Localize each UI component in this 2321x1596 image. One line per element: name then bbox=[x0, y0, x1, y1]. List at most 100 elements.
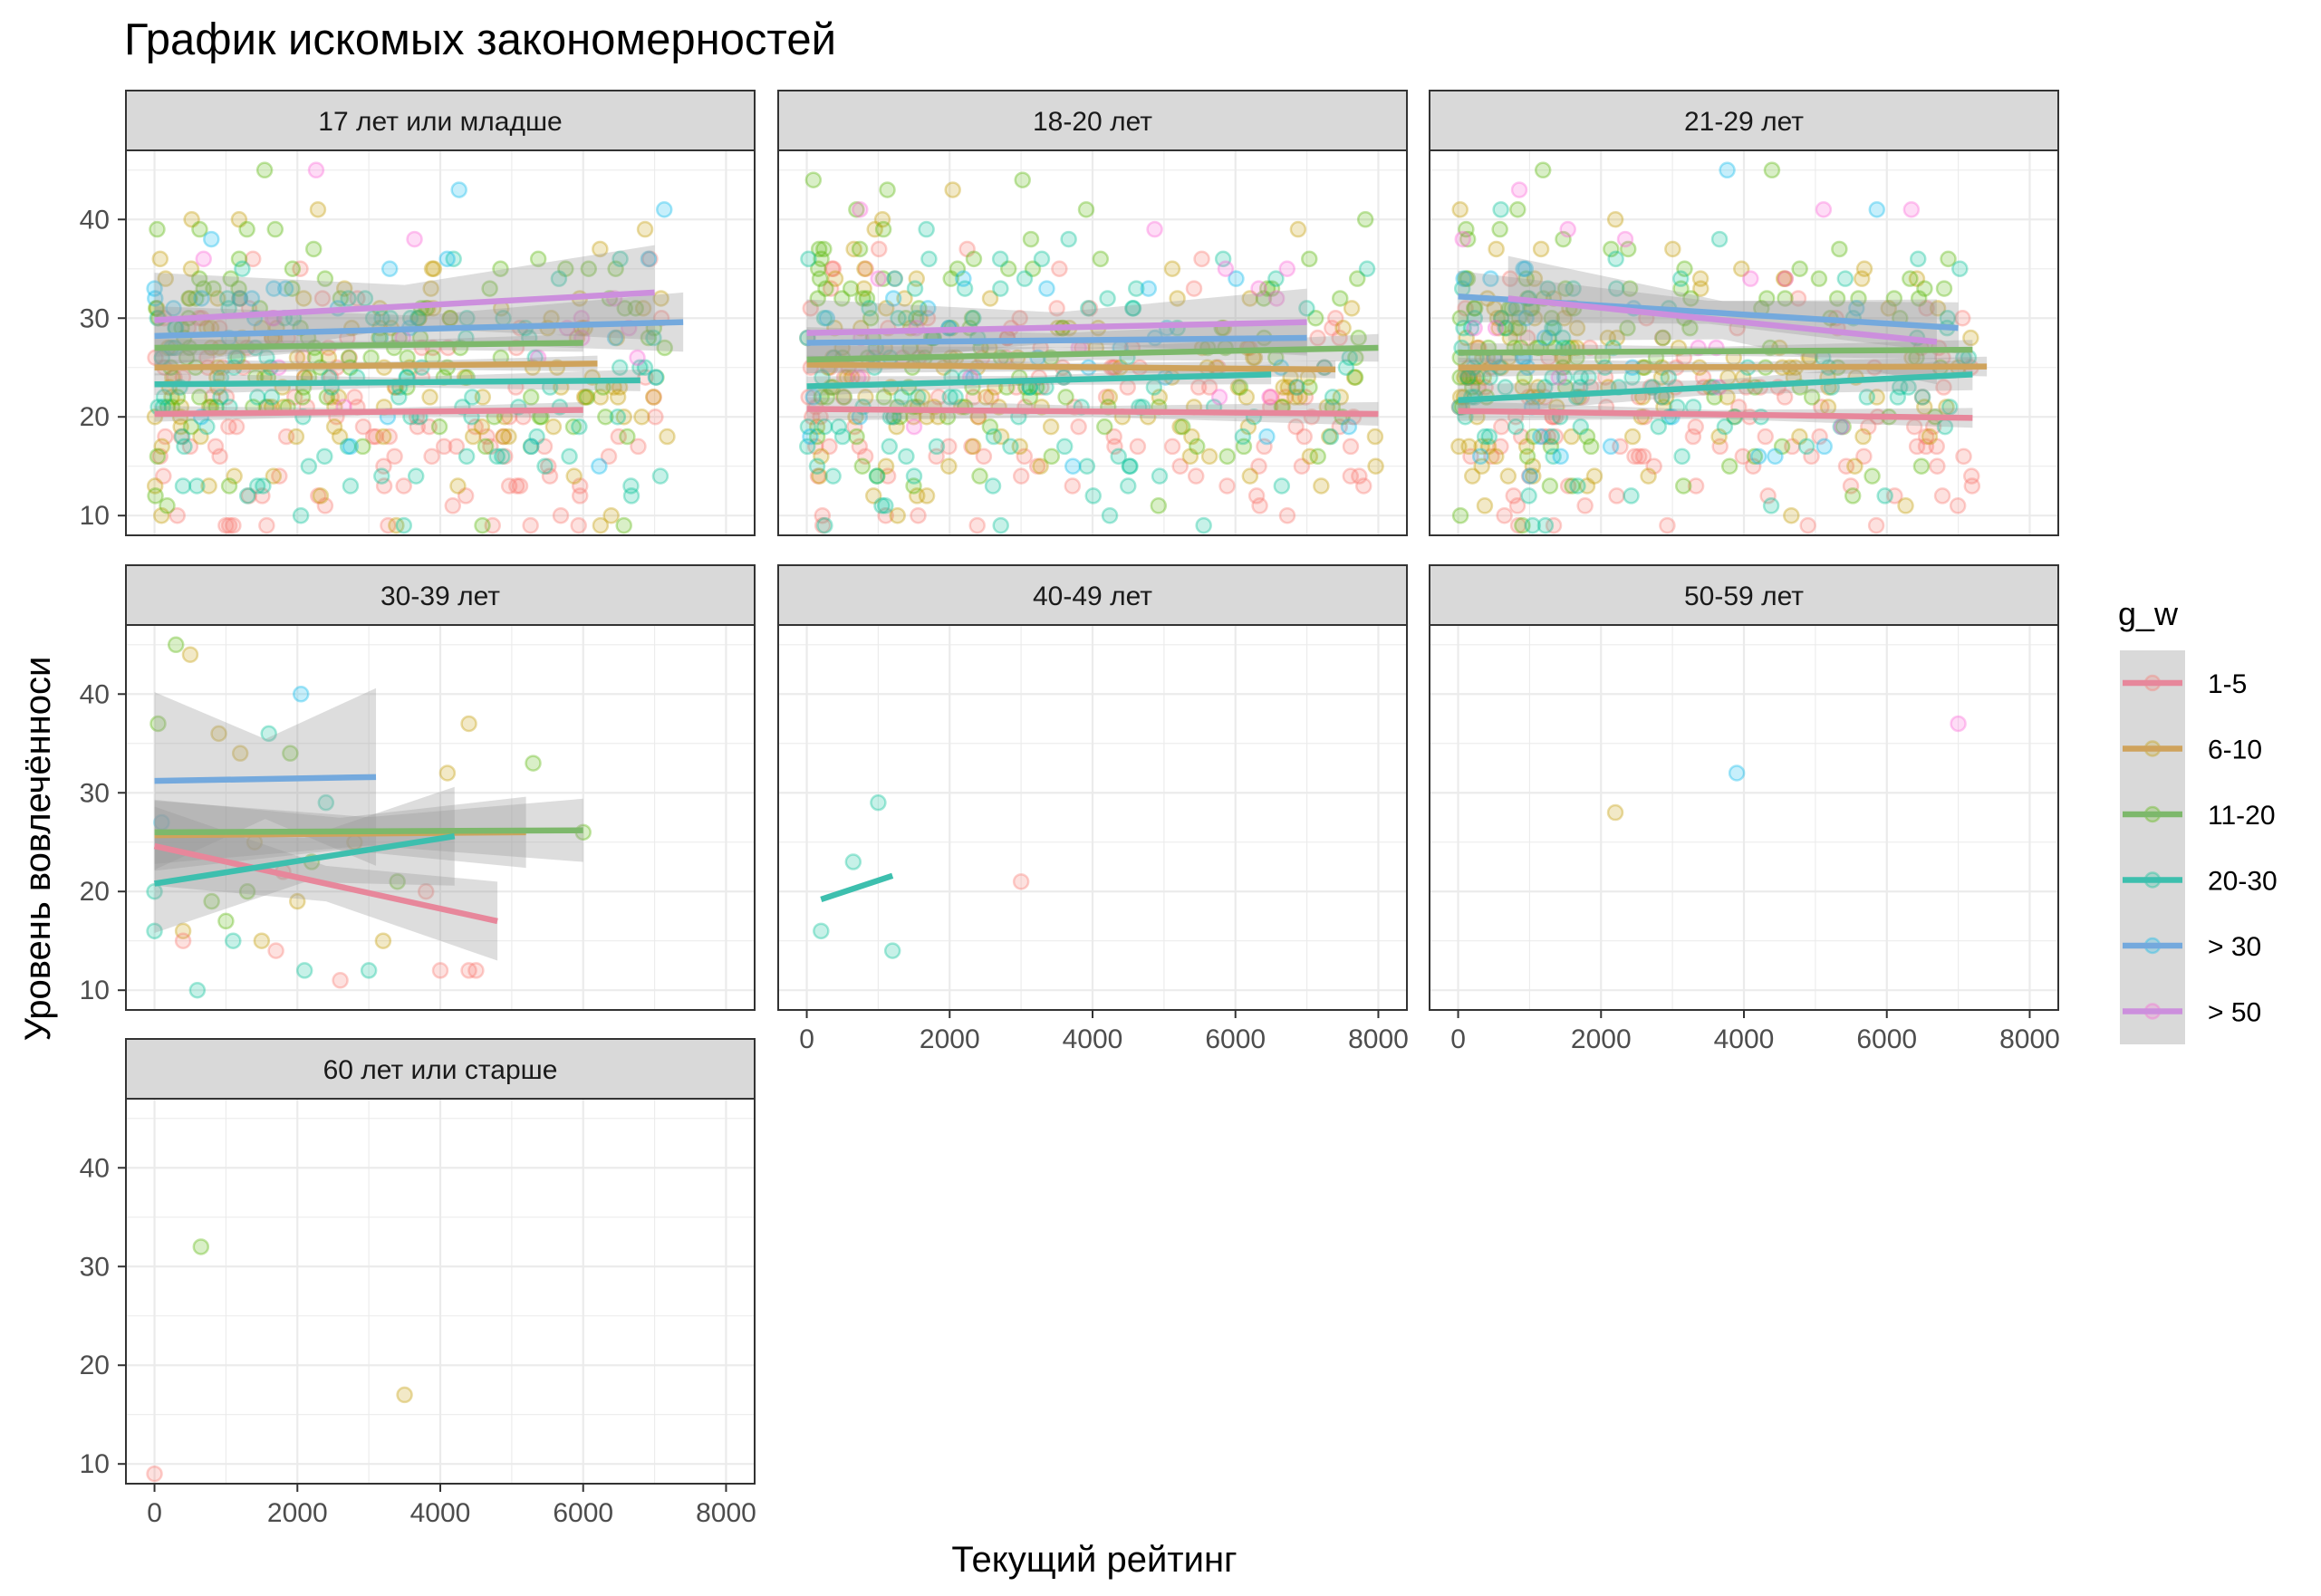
data-point-20-30 bbox=[1234, 428, 1252, 446]
data-point-20-30 bbox=[173, 428, 191, 446]
data-point-6-10 bbox=[1332, 389, 1350, 406]
data-point-1-5 bbox=[448, 437, 466, 456]
data-point-1-5 bbox=[1963, 477, 1981, 495]
data-point-11-20 bbox=[1850, 290, 1867, 307]
data-point-6-10 bbox=[192, 428, 209, 446]
data-point-1-5 bbox=[1784, 437, 1801, 456]
data-point-50 bbox=[1210, 389, 1228, 406]
data-point-11-20 bbox=[842, 280, 860, 297]
data-point-1-5 bbox=[349, 290, 366, 307]
data-point-11-20 bbox=[1255, 290, 1273, 307]
data-point-1-5 bbox=[1545, 516, 1563, 534]
data-point-30 bbox=[203, 230, 220, 248]
data-point-20-30 bbox=[561, 447, 578, 466]
data-point-6-10 bbox=[1345, 369, 1363, 386]
data-point-20-30 bbox=[238, 487, 256, 505]
data-point-20-30 bbox=[1120, 477, 1137, 495]
data-point-6-10 bbox=[1032, 457, 1049, 475]
data-point-20-30 bbox=[1358, 260, 1376, 278]
data-point-20-30 bbox=[611, 359, 629, 376]
data-point-50 bbox=[1217, 260, 1235, 278]
data-point-6-10 bbox=[633, 408, 650, 426]
data-point-11-20 bbox=[182, 418, 200, 436]
data-point-6-10 bbox=[1229, 379, 1247, 396]
data-point-1-5 bbox=[1918, 300, 1935, 317]
data-point-11-20 bbox=[1231, 379, 1249, 396]
data-point-11-20 bbox=[1682, 290, 1700, 307]
trend-line-20-30 bbox=[806, 371, 1272, 389]
data-point-1-5 bbox=[571, 487, 589, 505]
data-point-6-10 bbox=[1692, 280, 1709, 297]
data-point-11-20 bbox=[813, 250, 830, 268]
data-point-30 bbox=[606, 329, 624, 347]
data-point-20-30 bbox=[409, 310, 427, 327]
data-point-6-10 bbox=[1334, 319, 1352, 337]
data-point-11-20 bbox=[616, 300, 633, 317]
x-tick-label: 0 bbox=[147, 1498, 162, 1528]
data-point-6-10 bbox=[464, 428, 482, 446]
data-point-1-5 bbox=[346, 389, 363, 406]
data-point-11-20 bbox=[813, 389, 830, 406]
data-point-20-30 bbox=[390, 389, 408, 406]
x-tick-label: 2000 bbox=[920, 1024, 980, 1054]
data-point-6-10 bbox=[1606, 211, 1624, 228]
data-point-6-10 bbox=[1151, 389, 1169, 406]
data-point-20-30 bbox=[339, 437, 357, 456]
data-point-11-20 bbox=[858, 290, 876, 307]
data-point-1-5 bbox=[645, 389, 662, 406]
data-point-11-20 bbox=[1021, 389, 1039, 406]
data-point-1-5 bbox=[1659, 516, 1676, 534]
facet-strip-label: 50-59 лет bbox=[1684, 582, 1804, 611]
data-point-1-5 bbox=[1256, 437, 1273, 456]
data-point-1-5 bbox=[1200, 379, 1218, 396]
x-tick-label: 8000 bbox=[696, 1498, 756, 1528]
data-point-1-5 bbox=[809, 467, 827, 485]
trend-line-1-5 bbox=[154, 407, 583, 418]
data-point-1-5 bbox=[1276, 389, 1295, 406]
data-point-6-10 bbox=[889, 506, 906, 524]
data-point-6-10 bbox=[1525, 467, 1542, 485]
data-point-1-5 bbox=[535, 437, 554, 456]
data-point-11-20 bbox=[640, 329, 658, 347]
data-point-1-5 bbox=[1171, 457, 1189, 475]
data-point-30 bbox=[1517, 260, 1535, 278]
data-point-1-5 bbox=[1953, 310, 1971, 327]
data-point-11-20 bbox=[477, 437, 495, 456]
data-point-20-30 bbox=[212, 389, 229, 406]
data-point-6-10 bbox=[1599, 329, 1617, 347]
data-point-30 bbox=[1515, 260, 1532, 278]
data-point-6-10 bbox=[1488, 240, 1505, 258]
data-point-6-10 bbox=[1916, 399, 1933, 416]
data-point-11-20 bbox=[869, 467, 886, 485]
data-point-1-5 bbox=[1520, 467, 1538, 485]
data-point-20-30 bbox=[1195, 516, 1212, 534]
data-point-6-10 bbox=[592, 516, 610, 534]
data-point-11-20 bbox=[597, 408, 614, 426]
data-point-1-5 bbox=[423, 447, 440, 466]
legend-item-1-5: 1-5 bbox=[2120, 650, 2247, 716]
data-point-6-10 bbox=[253, 932, 271, 949]
data-point-11-20 bbox=[284, 280, 301, 297]
data-point-11-20 bbox=[810, 240, 828, 258]
data-point-11-20 bbox=[981, 418, 999, 436]
data-point-20-30 bbox=[1554, 329, 1572, 347]
data-point-20-30 bbox=[373, 310, 390, 327]
data-point-1-5 bbox=[1493, 418, 1510, 436]
data-point-6-10 bbox=[978, 389, 995, 406]
data-point-20-30 bbox=[1455, 319, 1472, 337]
trend-line-20-30 bbox=[154, 377, 640, 388]
data-point-11-20 bbox=[1603, 240, 1620, 258]
data-point-11-20 bbox=[389, 873, 406, 890]
data-point-1-5 bbox=[313, 290, 332, 307]
data-point-11-20 bbox=[294, 389, 312, 406]
data-point-6-10 bbox=[886, 270, 903, 287]
data-point-11-20 bbox=[619, 428, 636, 446]
data-point-1-5 bbox=[484, 516, 501, 534]
data-point-30 bbox=[342, 437, 360, 456]
data-point-6-10 bbox=[940, 457, 958, 475]
data-point-20-30 bbox=[1078, 457, 1096, 475]
data-point-1-5 bbox=[1477, 379, 1494, 396]
data-point-30 bbox=[450, 181, 467, 198]
data-point-1-5 bbox=[1106, 437, 1123, 456]
data-point-1-5 bbox=[1163, 437, 1181, 456]
